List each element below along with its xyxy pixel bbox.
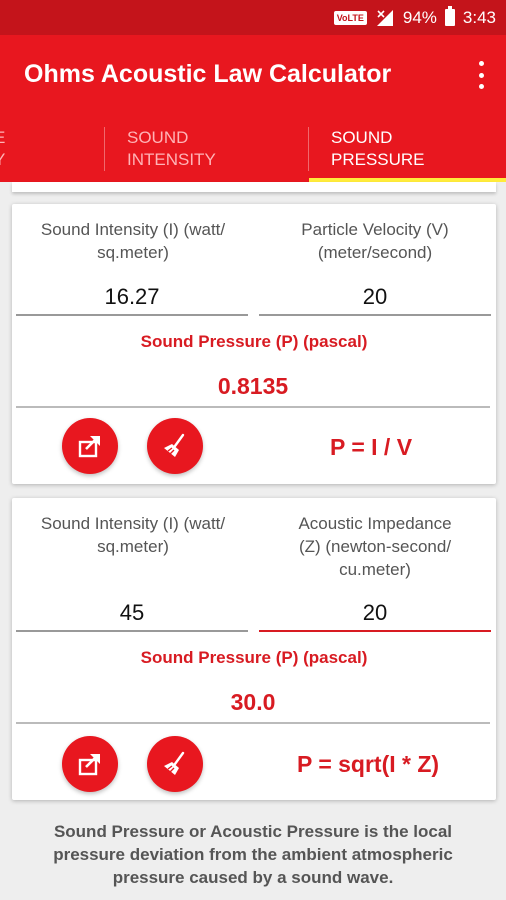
input-label-impedance: Acoustic Impedance (Z) (newton-second/ c…: [298, 514, 452, 579]
calc-card-intensity-impedance: Sound Intensity (I) (watt/ sq.meter) Aco…: [12, 498, 496, 800]
tab-bar: E Y SOUND INTENSITY SOUND PRESSURE: [0, 117, 506, 182]
status-bar: VoLTE 94% 3:43: [0, 0, 506, 35]
battery-icon: [444, 6, 455, 26]
signal-icon: [376, 9, 393, 26]
battery-percent: 94%: [402, 7, 437, 27]
input-label-velocity: Particle Velocity (V) (meter/second): [301, 220, 449, 262]
result-label: Sound Pressure (P) (pascal): [140, 648, 368, 667]
broom-icon: [164, 751, 185, 775]
tab-indicator: [309, 178, 506, 182]
more-vert-icon[interactable]: [476, 61, 486, 89]
intensity-input[interactable]: 16.27: [16, 284, 248, 316]
app-bar: Ohms Acoustic Law Calculator: [0, 35, 506, 117]
formula: P = I / V: [330, 434, 413, 460]
share-icon: [78, 436, 100, 458]
input-label-intensity: Sound Intensity (I) (watt/ sq.meter): [40, 514, 226, 556]
share-icon: [78, 754, 100, 776]
input-label-intensity: Sound Intensity (I) (watt/ sq.meter): [40, 220, 226, 262]
result-label: Sound Pressure (P) (pascal): [140, 332, 368, 351]
volte-badge: VoLTE: [333, 10, 367, 25]
clock: 3:43: [462, 7, 496, 27]
tab-sound-pressure[interactable]: SOUND PRESSURE: [331, 128, 425, 169]
formula: P = sqrt(I * Z): [297, 751, 440, 777]
app-title: Ohms Acoustic Law Calculator: [24, 60, 392, 88]
share-button[interactable]: [62, 418, 118, 474]
result-value: 30.0: [16, 689, 490, 724]
clear-button[interactable]: [147, 418, 203, 474]
broom-icon: [164, 433, 185, 457]
result-value: 0.8135: [16, 373, 490, 408]
velocity-input[interactable]: 20: [259, 284, 491, 316]
share-button[interactable]: [62, 736, 118, 792]
clear-button[interactable]: [147, 736, 203, 792]
previous-card-edge: [12, 182, 496, 192]
tab-previous[interactable]: E Y: [0, 127, 5, 171]
tab-divider: [104, 127, 105, 171]
impedance-input[interactable]: 20: [259, 600, 491, 632]
tab-sound-intensity[interactable]: SOUND INTENSITY: [127, 128, 216, 169]
tab-divider: [308, 127, 309, 171]
intensity-input[interactable]: 45: [16, 600, 248, 632]
description-text: Sound Pressure or Acoustic Pressure is t…: [53, 822, 453, 887]
calc-card-intensity-velocity: Sound Intensity (I) (watt/ sq.meter) Par…: [12, 204, 496, 484]
